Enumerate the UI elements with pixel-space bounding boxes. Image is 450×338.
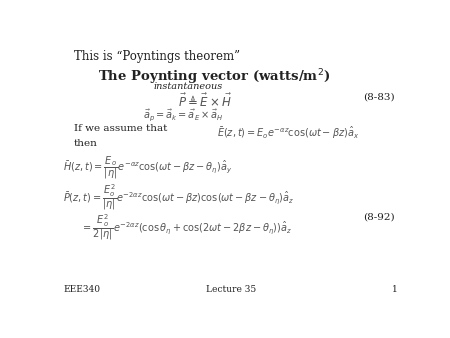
Text: $\vec{P} \triangleq \vec{E} \times \vec{H}$: $\vec{P} \triangleq \vec{E} \times \vec{… — [178, 93, 232, 110]
Text: $\vec{a}_{p} = \vec{a}_{k} = \vec{a}_{E} \times \vec{a}_{H}$: $\vec{a}_{p} = \vec{a}_{k} = \vec{a}_{E}… — [144, 107, 224, 123]
Text: This is “Poyntings theorem”: This is “Poyntings theorem” — [74, 50, 240, 63]
Text: $\bar{P}(z,t) = \dfrac{E_o^2}{|\eta|}e^{-2\alpha z}\cos(\omega t - \beta z)\cos(: $\bar{P}(z,t) = \dfrac{E_o^2}{|\eta|}e^{… — [63, 183, 294, 212]
Text: If we assume that: If we assume that — [74, 124, 167, 134]
Text: (8-83): (8-83) — [363, 93, 395, 102]
Text: EEE340: EEE340 — [63, 285, 100, 294]
Text: The Poynting vector (watts/m$^2$): The Poynting vector (watts/m$^2$) — [98, 68, 330, 88]
Text: $\bar{H}(z,t) = \dfrac{E_o}{|\eta|}e^{-\alpha z}\cos(\omega t - \beta z - \theta: $\bar{H}(z,t) = \dfrac{E_o}{|\eta|}e^{-\… — [63, 154, 233, 180]
Text: then: then — [74, 140, 98, 148]
Text: $= \dfrac{E_o^2}{2|\eta|}e^{-2\alpha z}(\cos\theta_\eta + \cos(2\omega t - 2\bet: $= \dfrac{E_o^2}{2|\eta|}e^{-2\alpha z}(… — [81, 212, 292, 242]
Text: $\bar{E}(z,t) = E_o e^{-\alpha z}\cos(\omega t - \beta z)\hat{a}_x$: $\bar{E}(z,t) = E_o e^{-\alpha z}\cos(\o… — [217, 124, 359, 141]
Text: Lecture 35: Lecture 35 — [206, 285, 256, 294]
Text: 1: 1 — [392, 285, 398, 294]
Text: (8-92): (8-92) — [363, 212, 395, 221]
Text: instantaneous: instantaneous — [154, 82, 223, 91]
